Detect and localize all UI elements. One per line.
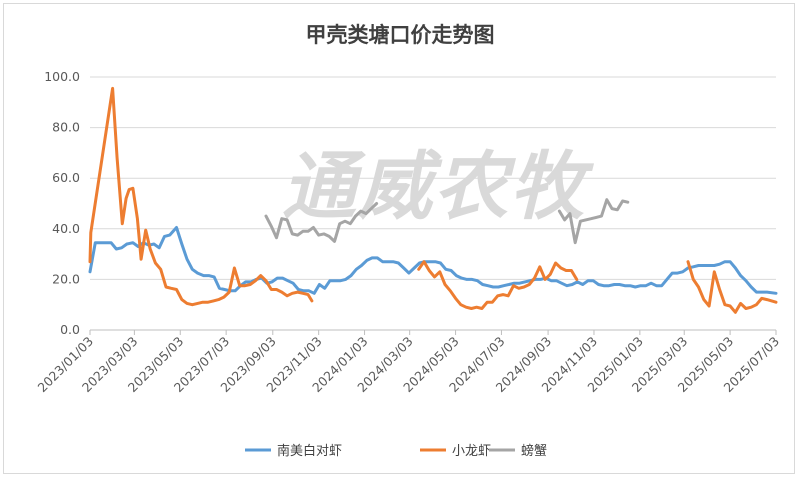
series-3	[264, 198, 630, 245]
chart-title: 甲壳类塘口价走势图	[306, 23, 495, 47]
chart-canvas: 甲壳类塘口价走势图 通威农牧 2023/01/032023/03/032023/…	[35, 23, 783, 459]
series-line-segment	[417, 260, 579, 310]
legend-label: 南美白对虾	[277, 443, 342, 459]
y-tick-label: 60.0	[52, 170, 80, 185]
legend-item: 小龙虾	[420, 444, 491, 459]
legend-item: 螃蟹	[489, 443, 547, 459]
series-line-segment	[557, 198, 630, 245]
series-line-segment	[88, 86, 314, 307]
series-lines	[88, 86, 778, 314]
y-tick-label: 40.0	[52, 221, 80, 236]
legend-label: 螃蟹	[521, 443, 547, 459]
series-line-segment	[88, 226, 778, 295]
y-tick-label: 0.0	[60, 322, 80, 337]
legend-item: 南美白对虾	[245, 443, 342, 459]
series-2	[88, 86, 778, 314]
series-line-segment	[264, 202, 379, 243]
series-1	[88, 226, 778, 295]
legend: 南美白对虾 小龙虾 螃蟹	[245, 443, 547, 459]
watermark-text: 通威农牧	[282, 144, 595, 230]
series-line-segment	[686, 260, 778, 314]
chart-frame: 甲壳类塘口价走势图 通威农牧 2023/01/03 2023/03/03 2023/…	[3, 3, 795, 474]
legend-label: 小龙虾	[452, 444, 491, 459]
y-tick-label: 100.0	[44, 69, 80, 84]
y-axis: 0.0 20.0 40.0 60.0 80.0 100.0	[44, 69, 80, 337]
x-axis: 2023/01/032023/03/032023/05/032023/07/03…	[35, 329, 782, 395]
y-tick-label: 80.0	[52, 120, 80, 135]
y-tick-label: 20.0	[52, 271, 80, 286]
